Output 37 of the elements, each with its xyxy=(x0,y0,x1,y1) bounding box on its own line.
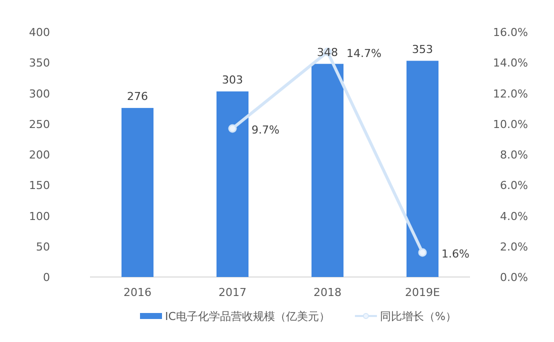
y2-tick-label: 8.0% xyxy=(500,148,528,162)
legend-label: IC电子化学品营收规模（亿美元） xyxy=(165,310,330,323)
y2-tick-label: 10.0% xyxy=(493,118,528,131)
x-tick-label: 2018 xyxy=(314,286,342,299)
y2-tick-label: 2.0% xyxy=(500,240,528,254)
y2-tick-label: 6.0% xyxy=(500,179,528,192)
y-tick-label: 0 xyxy=(43,271,50,284)
y-tick-label: 400 xyxy=(29,26,50,39)
legend-label: 同比增长（%） xyxy=(380,310,456,323)
y-tick-label: 350 xyxy=(29,56,50,70)
y-tick-label: 250 xyxy=(29,118,50,131)
y2-tick-label: 12.0% xyxy=(493,87,528,100)
y2-tick-label: 16.0% xyxy=(493,26,528,39)
bar xyxy=(122,108,154,277)
data-label: 348 xyxy=(317,46,338,59)
y-tick-label: 150 xyxy=(29,179,50,192)
data-label: 303 xyxy=(222,73,243,86)
data-label: 276 xyxy=(127,90,148,103)
data-label: 14.7% xyxy=(346,46,382,60)
data-label: 353 xyxy=(412,42,433,56)
x-tick-label: 2017 xyxy=(218,286,246,299)
x-tick-label: 2016 xyxy=(124,286,152,299)
y-tick-label: 300 xyxy=(29,87,50,100)
data-label: 9.7% xyxy=(252,123,280,136)
y-tick-label: 50 xyxy=(36,240,50,254)
y2-tick-label: 14.0% xyxy=(493,56,528,70)
y2-tick-label: 4.0% xyxy=(500,210,528,223)
bar xyxy=(406,60,438,277)
bar xyxy=(216,91,248,277)
data-label: 1.6% xyxy=(442,248,470,260)
y-tick-label: 100 xyxy=(29,210,50,223)
y2-tick-label: 0.0% xyxy=(500,271,528,284)
point xyxy=(418,248,427,257)
point xyxy=(228,124,237,133)
bar xyxy=(312,64,344,277)
y-tick-label: 200 xyxy=(29,148,50,162)
x-tick-label: 2019E xyxy=(405,286,440,299)
